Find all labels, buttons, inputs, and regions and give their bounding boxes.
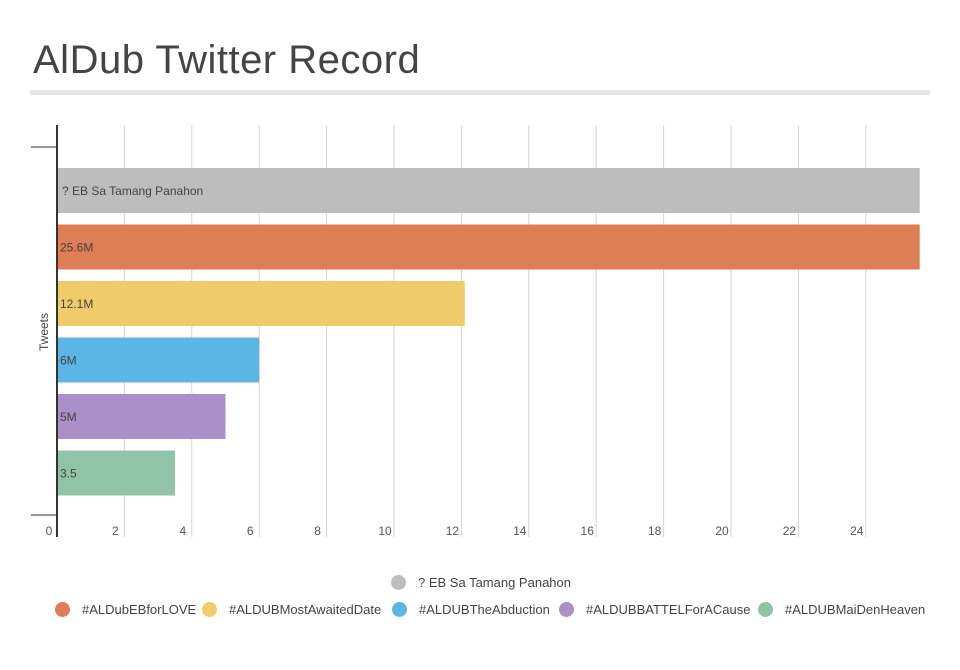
legend-label: #ALDubEBforLOVE xyxy=(82,602,197,617)
legend-item[interactable]: ? EB Sa Tamang Panahon xyxy=(391,575,571,590)
legend-swatch-icon xyxy=(559,602,574,617)
legend-item[interactable]: #ALDUBMostAwaitedDate xyxy=(202,602,381,617)
legend-swatch-icon xyxy=(392,602,407,617)
legend-swatch-icon xyxy=(391,575,406,590)
legend-item[interactable]: #ALDubEBforLOVE xyxy=(55,602,196,617)
bar xyxy=(57,450,175,496)
x-tick-label: 12 xyxy=(446,524,460,538)
x-tick-label: 6 xyxy=(247,524,254,538)
x-tick-label: 0 xyxy=(46,524,53,538)
y-axis-label: Tweets xyxy=(37,313,51,351)
x-tick-label: 14 xyxy=(513,524,527,538)
bar-data-label: 12.1M xyxy=(60,297,93,311)
legend-swatch-icon xyxy=(758,602,773,617)
chart-title: AlDub Twitter Record xyxy=(33,38,421,82)
bar xyxy=(57,168,920,213)
bar xyxy=(57,224,920,270)
legend-swatch-icon xyxy=(202,602,217,617)
x-tick-label: 2 xyxy=(112,524,119,538)
bar-data-label: 3.5 xyxy=(60,467,77,481)
x-tick-label: 10 xyxy=(378,524,392,538)
x-tick-label: 8 xyxy=(314,524,321,538)
x-tick-label: 4 xyxy=(179,524,186,538)
bar-data-label: 6M xyxy=(60,354,77,368)
legend-item[interactable]: #ALDUBMaiDenHeaven xyxy=(758,602,925,617)
x-tick-label: 18 xyxy=(648,524,662,538)
bar-data-label: 5M xyxy=(60,410,77,424)
legend-item[interactable]: #ALDUBTheAbduction xyxy=(392,602,550,617)
x-tick-label: 16 xyxy=(581,524,595,538)
legend-label: ? EB Sa Tamang Panahon xyxy=(418,575,571,590)
bar xyxy=(57,394,226,439)
legend-label: #ALDUBBATTELForACause xyxy=(586,602,751,617)
legend-label: #ALDUBMaiDenHeaven xyxy=(785,602,926,617)
bar-data-label: 25.6M xyxy=(60,241,93,255)
legend-label: #ALDUBTheAbduction xyxy=(419,602,550,617)
title-divider xyxy=(30,90,930,95)
bar xyxy=(57,337,260,383)
legend-swatch-icon xyxy=(55,602,70,617)
legend-item[interactable]: #ALDUBBATTELForACause xyxy=(559,602,751,617)
bar-data-label: ? EB Sa Tamang Panahon xyxy=(62,184,203,198)
bar xyxy=(57,281,465,326)
x-tick-label: 22 xyxy=(783,524,797,538)
x-tick-label: 20 xyxy=(715,524,729,538)
legend-label: #ALDUBMostAwaitedDate xyxy=(229,602,382,617)
x-tick-label: 24 xyxy=(850,524,864,538)
